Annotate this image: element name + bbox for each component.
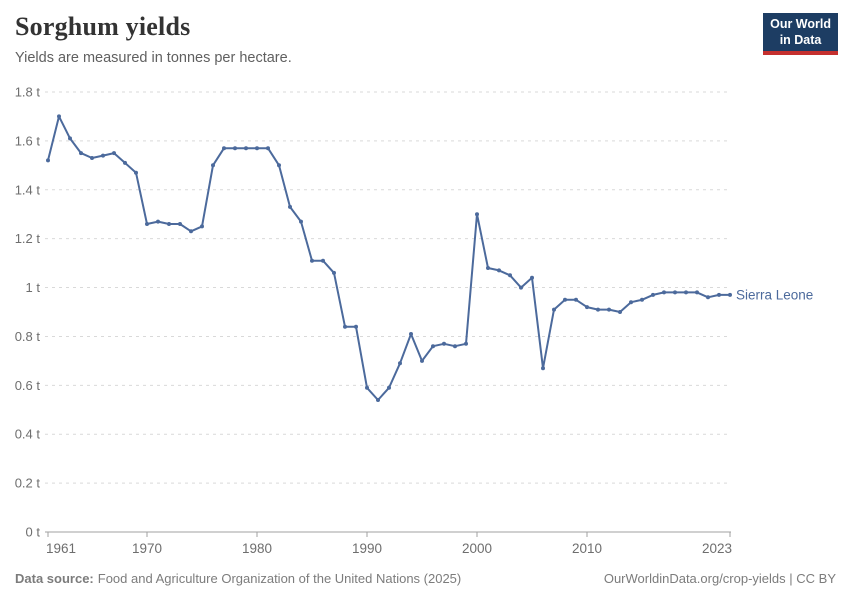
data-source: Data source: Food and Agriculture Organiz…: [15, 571, 461, 586]
y-tick-label: 1.4 t: [15, 182, 41, 197]
data-point[interactable]: [717, 292, 721, 297]
y-tick-label: 0.8 t: [15, 329, 41, 344]
data-point[interactable]: [420, 358, 424, 363]
data-point[interactable]: [90, 156, 94, 160]
data-point[interactable]: [46, 158, 50, 163]
y-tick-label: 0.6 t: [15, 378, 41, 393]
owid-logo-line2: in Data: [779, 32, 822, 47]
data-point[interactable]: [585, 305, 589, 310]
data-point[interactable]: [552, 307, 556, 312]
y-tick-label: 1 t: [26, 280, 41, 295]
data-point[interactable]: [189, 229, 193, 234]
entity-label-sierra-leone[interactable]: Sierra Leone: [736, 287, 813, 302]
data-point[interactable]: [662, 290, 666, 295]
data-point[interactable]: [596, 307, 600, 312]
data-point[interactable]: [618, 310, 622, 314]
y-tick-label: 0 t: [26, 525, 41, 540]
y-tick-label: 1.6 t: [15, 133, 41, 148]
data-point[interactable]: [695, 290, 699, 295]
data-point[interactable]: [57, 114, 61, 119]
data-point[interactable]: [277, 163, 281, 168]
data-point[interactable]: [101, 153, 105, 158]
chart-footer: Data source: Food and Agriculture Organiz…: [15, 571, 836, 586]
data-point[interactable]: [145, 222, 149, 226]
x-tick-label: 1980: [242, 541, 272, 556]
chart-header: Sorghum yields Yields are measured in to…: [15, 12, 292, 66]
data-point[interactable]: [728, 292, 732, 297]
data-point[interactable]: [255, 146, 259, 151]
data-point[interactable]: [343, 324, 347, 329]
data-source-text: Food and Agriculture Organization of the…: [97, 571, 462, 586]
data-point[interactable]: [442, 341, 446, 346]
data-point[interactable]: [651, 292, 655, 297]
data-point[interactable]: [563, 297, 567, 302]
data-point[interactable]: [673, 290, 677, 295]
data-point[interactable]: [629, 300, 633, 305]
data-point[interactable]: [68, 136, 72, 141]
data-point[interactable]: [79, 151, 83, 156]
data-point[interactable]: [310, 258, 314, 263]
owid-logo[interactable]: Our World in Data: [763, 13, 838, 56]
data-point[interactable]: [211, 163, 215, 168]
x-tick-label: 2010: [572, 541, 602, 556]
data-point[interactable]: [387, 385, 391, 390]
data-point[interactable]: [453, 344, 457, 349]
data-point[interactable]: [134, 170, 138, 175]
data-point[interactable]: [519, 285, 523, 290]
data-point[interactable]: [167, 222, 171, 226]
data-point[interactable]: [178, 222, 182, 226]
data-point[interactable]: [607, 307, 611, 312]
data-point[interactable]: [409, 332, 413, 336]
x-tick-label: 2023: [702, 541, 732, 556]
data-point[interactable]: [464, 341, 468, 346]
x-tick-label: 2000: [462, 541, 492, 556]
chart-subtitle: Yields are measured in tonnes per hectar…: [15, 49, 292, 66]
x-tick-label: 1970: [132, 541, 162, 556]
data-point[interactable]: [574, 297, 578, 302]
data-source-label: Data source:: [15, 571, 94, 586]
data-point[interactable]: [233, 146, 237, 151]
data-point[interactable]: [684, 290, 688, 295]
data-point[interactable]: [486, 266, 490, 270]
data-point[interactable]: [541, 366, 545, 371]
data-line-sierra-leone[interactable]: [47, 115, 731, 401]
y-tick-label: 0.2 t: [15, 476, 41, 491]
data-point[interactable]: [332, 270, 336, 275]
y-tick-label: 1.2 t: [15, 231, 41, 246]
data-point[interactable]: [266, 146, 270, 151]
data-point[interactable]: [288, 204, 292, 209]
data-point[interactable]: [706, 295, 710, 300]
owid-logo-line1: Our World: [770, 17, 831, 31]
credit-link[interactable]: OurWorldinData.org/crop-yields | CC BY: [603, 571, 836, 586]
data-point[interactable]: [475, 212, 479, 217]
y-tick-label: 1.8 t: [15, 85, 41, 100]
y-tick-label: 0.4 t: [15, 427, 41, 442]
data-point[interactable]: [398, 361, 402, 366]
data-point[interactable]: [123, 160, 127, 165]
page-title: Sorghum yields: [15, 12, 191, 41]
data-point[interactable]: [112, 151, 116, 156]
data-point[interactable]: [299, 219, 303, 224]
data-point[interactable]: [244, 146, 248, 151]
data-point[interactable]: [200, 224, 204, 229]
data-point[interactable]: [640, 297, 644, 302]
x-tick-label: 1990: [352, 541, 382, 556]
data-point[interactable]: [365, 385, 369, 390]
data-point[interactable]: [530, 275, 534, 280]
data-point[interactable]: [508, 273, 512, 278]
data-point[interactable]: [354, 324, 358, 329]
data-point[interactable]: [222, 146, 226, 151]
data-point[interactable]: [431, 344, 435, 349]
data-point[interactable]: [497, 268, 501, 273]
data-point[interactable]: [156, 219, 160, 224]
data-point[interactable]: [321, 258, 325, 263]
data-point[interactable]: [376, 398, 380, 402]
x-tick-label: 1961: [46, 541, 76, 556]
